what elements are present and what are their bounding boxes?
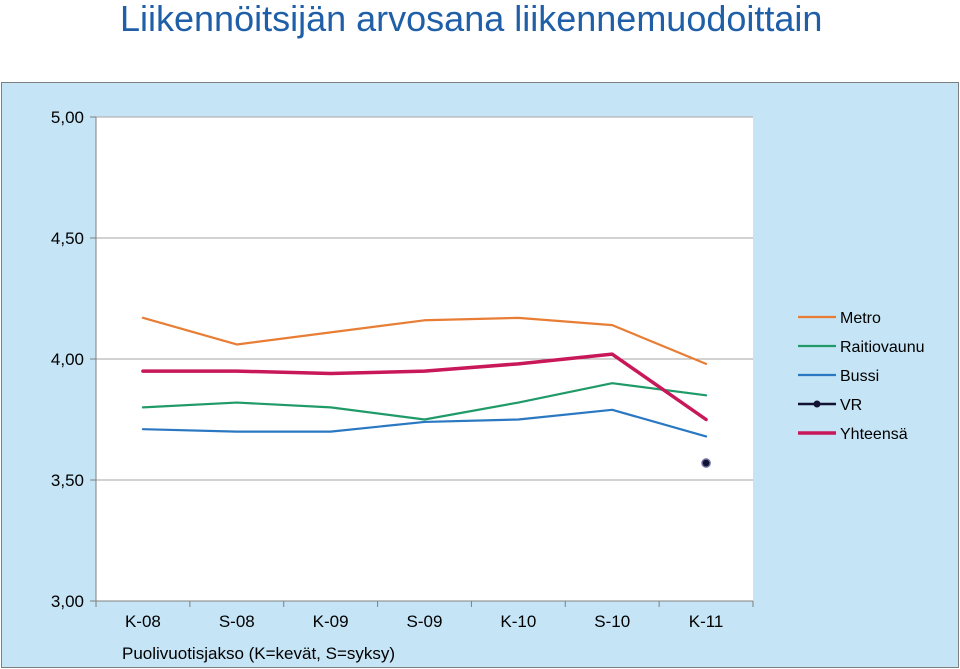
x-tick-label: S-09 [407, 612, 443, 631]
y-tick-label: 4,50 [51, 229, 84, 248]
line-chart: 3,00 3,50 4,00 4,50 5,00 K-08 S-08 K-09 S-09 K-1… [51, 108, 925, 663]
series-line-metro [141, 316, 708, 365]
y-tick-label: 3,50 [51, 471, 84, 490]
series-line-raitiovaunu [141, 382, 708, 421]
x-tick-label: K-08 [125, 612, 161, 631]
x-axis-title: Puolivuotisjakso (K=kevät, S=syksy) [122, 644, 395, 663]
series-layer [141, 316, 711, 468]
legend-label-vr: VR [840, 397, 862, 414]
y-tick-label: 4,00 [51, 350, 84, 369]
y-tick-label: 5,00 [51, 108, 84, 127]
gridlines [96, 116, 753, 481]
series-line-yhteens- [141, 352, 708, 422]
legend-label-raitiovaunu: Raitiovaunu [840, 339, 925, 356]
legend-label-metro: Metro [840, 310, 881, 327]
x-tick-label: K-11 [689, 612, 724, 631]
y-tick-label: 3,00 [51, 592, 84, 611]
x-axis-ticks: K-08 S-08 K-09 S-09 K-10 S-10 K-11 [95, 601, 754, 631]
legend-label-bussi: Bussi [840, 368, 879, 385]
legend-label-yhteens-: Yhteensä [840, 426, 908, 443]
chart-frame: 3,00 3,50 4,00 4,50 5,00 K-08 S-08 K-09 S-09 K-1… [1, 82, 959, 668]
x-tick-label: S-10 [594, 612, 630, 631]
x-tick-label: K-09 [313, 612, 349, 631]
legend-marker-vr [813, 400, 821, 408]
x-tick-label: S-08 [219, 612, 255, 631]
series-line-bussi [141, 408, 708, 438]
y-axis-ticks: 3,00 3,50 4,00 4,50 5,00 [51, 108, 96, 611]
legend: Metro Raitiovaunu Bussi VR Yhteensä [798, 310, 925, 443]
page-title: Liikennöitsijän arvosana liikennemuodoit… [120, 0, 823, 39]
data-point-vr [701, 458, 711, 468]
x-tick-label: K-10 [500, 612, 536, 631]
